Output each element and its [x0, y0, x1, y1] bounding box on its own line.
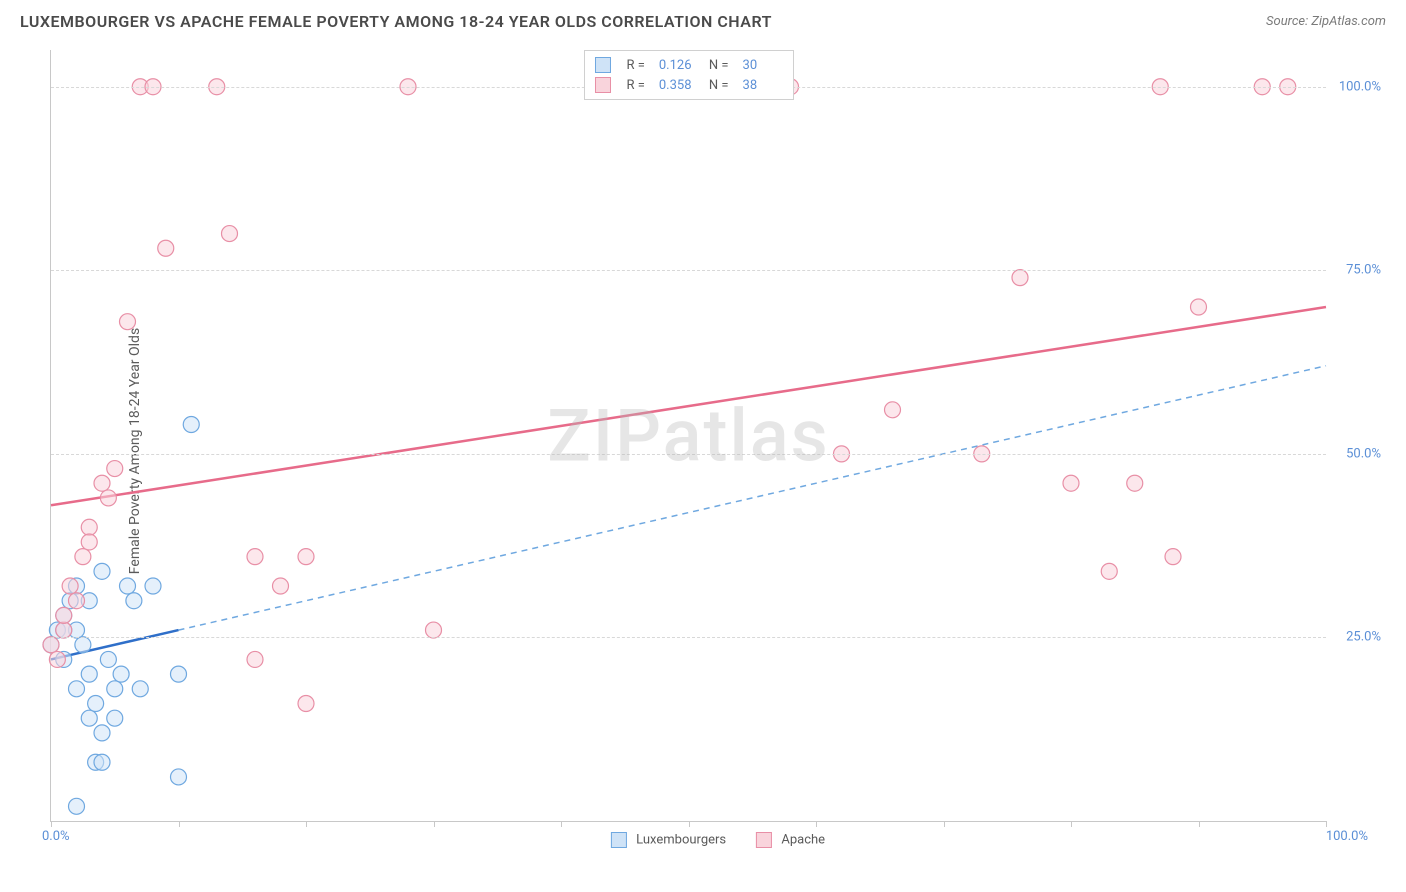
top-legend-box: R = 0.126 N = 30 R = 0.358 N = 38: [583, 50, 793, 100]
x-axis-min-label: 0.0%: [42, 829, 70, 844]
scatter-point: [222, 226, 238, 242]
y-tick-label: 25.0%: [1346, 630, 1381, 645]
scatter-point: [1012, 270, 1028, 286]
n-label: N =: [709, 58, 729, 73]
scatter-point: [81, 666, 97, 682]
scatter-points-layer: [51, 50, 1326, 821]
scatter-point: [1127, 475, 1143, 491]
scatter-point: [69, 681, 85, 697]
bottom-legend-item: Luxembourgers: [611, 832, 726, 848]
header: LUXEMBOURGER VS APACHE FEMALE POVERTY AM…: [0, 0, 1406, 39]
scatter-point: [43, 637, 59, 653]
y-tick-label: 75.0%: [1346, 263, 1381, 278]
legend-swatch-pink: [594, 77, 610, 93]
scatter-point: [49, 651, 65, 667]
scatter-point: [132, 681, 148, 697]
scatter-point: [107, 681, 123, 697]
y-tick-label: 100.0%: [1339, 79, 1381, 94]
scatter-point: [69, 798, 85, 814]
scatter-point: [247, 549, 263, 565]
scatter-point: [1165, 549, 1181, 565]
scatter-point: [120, 314, 136, 330]
scatter-point: [69, 593, 85, 609]
scatter-point: [171, 666, 187, 682]
scatter-point: [426, 622, 442, 638]
scatter-point: [81, 710, 97, 726]
scatter-point: [183, 416, 199, 432]
bottom-legend: Luxembourgers Apache: [611, 832, 825, 848]
scatter-point: [100, 490, 116, 506]
scatter-point: [1063, 475, 1079, 491]
scatter-point: [145, 578, 161, 594]
scatter-point: [56, 622, 72, 638]
legend-swatch-pink: [756, 832, 772, 848]
scatter-point: [81, 534, 97, 550]
n-value: 30: [743, 58, 783, 73]
top-legend-row: R = 0.358 N = 38: [594, 75, 782, 95]
n-label: N =: [709, 78, 729, 93]
chart-title: LUXEMBOURGER VS APACHE FEMALE POVERTY AM…: [20, 12, 772, 31]
plot-region: ZIPatlas R = 0.126 N = 30 R = 0.358 N = …: [50, 50, 1326, 822]
scatter-point: [158, 240, 174, 256]
scatter-point: [171, 769, 187, 785]
scatter-point: [107, 710, 123, 726]
r-value: 0.358: [659, 78, 699, 93]
chart-area: Female Poverty Among 18-24 Year Olds ZIP…: [50, 50, 1386, 852]
bottom-legend-item: Apache: [756, 832, 825, 848]
r-label: R =: [626, 78, 644, 93]
scatter-point: [298, 549, 314, 565]
scatter-point: [81, 519, 97, 535]
scatter-point: [1101, 563, 1117, 579]
scatter-point: [75, 549, 91, 565]
r-value: 0.126: [659, 58, 699, 73]
scatter-point: [94, 563, 110, 579]
top-legend-row: R = 0.126 N = 30: [594, 55, 782, 75]
scatter-point: [56, 607, 72, 623]
source-label: Source: ZipAtlas.com: [1266, 14, 1386, 29]
scatter-point: [247, 651, 263, 667]
scatter-point: [273, 578, 289, 594]
scatter-point: [120, 578, 136, 594]
scatter-point: [94, 725, 110, 741]
scatter-point: [75, 637, 91, 653]
scatter-point: [100, 651, 116, 667]
legend-swatch-blue: [594, 57, 610, 73]
scatter-point: [126, 593, 142, 609]
legend-swatch-blue: [611, 832, 627, 848]
y-tick-label: 50.0%: [1346, 446, 1381, 461]
scatter-point: [94, 754, 110, 770]
x-axis-max-label: 100.0%: [1326, 829, 1368, 844]
scatter-point: [113, 666, 129, 682]
scatter-point: [88, 696, 104, 712]
scatter-point: [62, 578, 78, 594]
scatter-point: [1191, 299, 1207, 315]
scatter-point: [107, 461, 123, 477]
legend-label: Luxembourgers: [636, 832, 726, 847]
scatter-point: [885, 402, 901, 418]
scatter-point: [298, 696, 314, 712]
n-value: 38: [743, 78, 783, 93]
r-label: R =: [626, 58, 644, 73]
legend-label: Apache: [781, 832, 825, 847]
scatter-point: [94, 475, 110, 491]
